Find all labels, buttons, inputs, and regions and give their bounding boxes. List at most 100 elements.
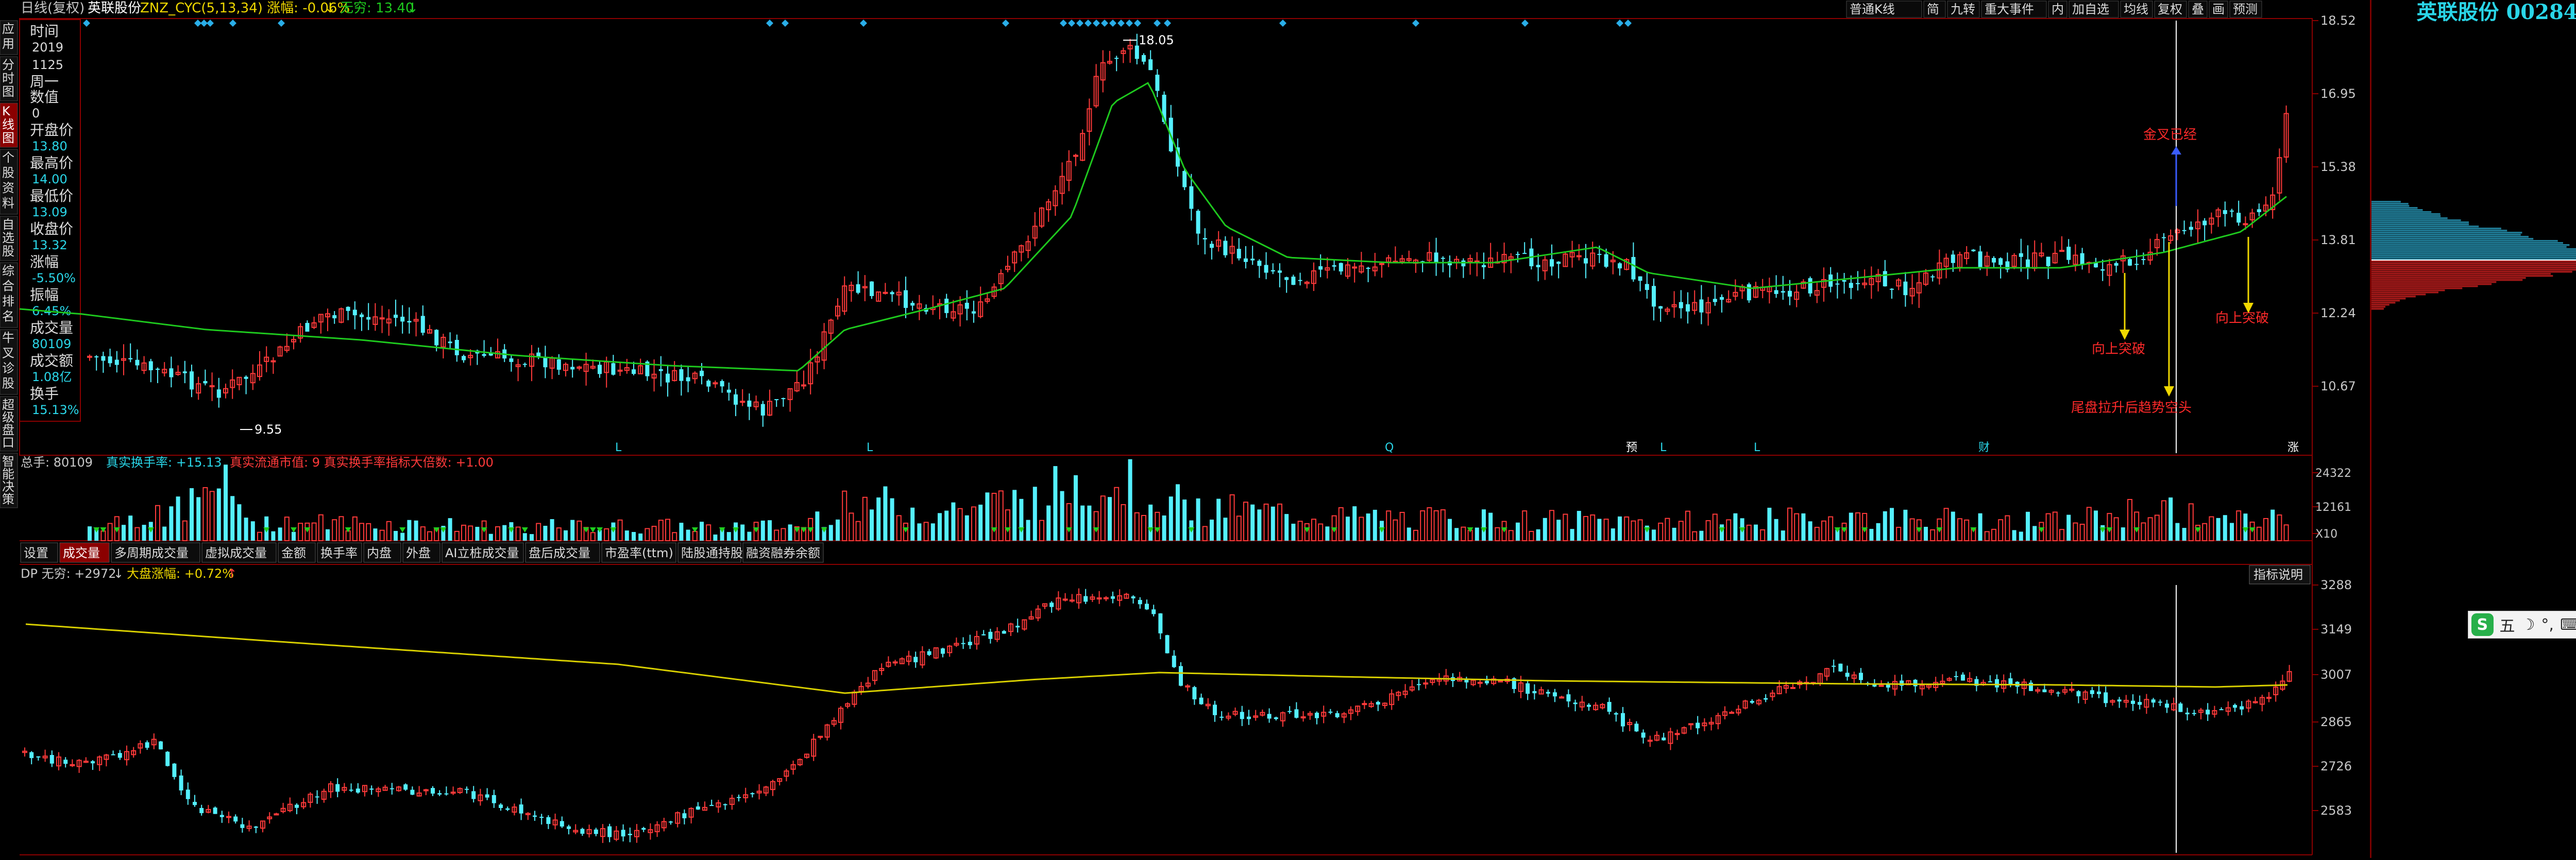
price-candle [2230, 210, 2234, 212]
indicator-tab-6[interactable] [363, 542, 401, 563]
price-candle [298, 326, 303, 339]
volume-bar [604, 528, 609, 542]
volume-signal-marker [147, 527, 154, 532]
volume-bar [1420, 510, 1426, 541]
volume-bar [2107, 513, 2112, 541]
indicator-tab-11[interactable] [677, 542, 741, 563]
price-candle [1100, 62, 1106, 81]
volume-bar [788, 524, 792, 541]
price-candle [2175, 229, 2180, 233]
price-candle [794, 382, 800, 391]
left-tab-2[interactable] [0, 102, 18, 148]
volume-bar [155, 505, 160, 542]
volume-bar [1406, 527, 1411, 541]
index-candle [1315, 712, 1319, 718]
index-candle [927, 651, 931, 655]
volume-signal-marker [2249, 527, 2256, 532]
left-tab-1[interactable] [0, 56, 18, 101]
left-tab-6[interactable] [0, 329, 18, 395]
event-marker: L [867, 441, 873, 454]
toolbar-button-2[interactable] [1947, 1, 1980, 18]
price-candle [1978, 251, 1982, 267]
ime-logo-icon[interactable]: S [2471, 613, 2494, 636]
left-tab-4[interactable] [0, 216, 18, 261]
index-candle [444, 793, 449, 795]
toolbar-button-7[interactable] [2154, 1, 2187, 18]
volume-signal-marker [2106, 527, 2113, 532]
left-tab-5[interactable] [0, 262, 18, 328]
ime-item-mode[interactable]: 五 [2499, 617, 2515, 635]
volume-bar [692, 531, 698, 542]
info-value: 80109 [32, 337, 71, 351]
index-candle [165, 751, 170, 766]
ime-item-punct[interactable]: °, [2541, 615, 2554, 634]
indicator-tab-7[interactable] [402, 542, 440, 563]
indicator-tab-9[interactable] [525, 542, 600, 563]
price-candle [951, 311, 956, 319]
toolbar-button-0[interactable] [1846, 1, 1922, 18]
left-tab-0[interactable] [0, 20, 18, 55]
volume-bar [1399, 512, 1405, 541]
price-candle [1114, 58, 1119, 59]
indicator-tab-10[interactable] [601, 542, 676, 563]
left-tab-char: 超 [2, 398, 14, 412]
index-candle [124, 751, 129, 761]
kline-chart-area[interactable]: 日线(复权) 英联股份 ZNZ_CYC(5,13,34) 涨幅: -0.06% … [0, 0, 2370, 858]
volume-bar [1699, 530, 1704, 541]
index-candle [1199, 697, 1204, 704]
toolbar-button-4[interactable] [2048, 1, 2067, 18]
indicator-tab-1[interactable] [59, 542, 110, 563]
index-candle [1477, 681, 1483, 684]
index-candle [233, 816, 238, 822]
index-candle [117, 753, 122, 758]
indicator-tab-3[interactable] [201, 542, 277, 563]
indicator-help-button[interactable] [2249, 565, 2311, 584]
toolbar-button-3[interactable] [1981, 1, 2047, 18]
ime-item-moon-icon[interactable]: ☽ [2521, 615, 2535, 634]
index-candle [838, 708, 843, 723]
left-tab-8[interactable] [0, 453, 18, 508]
toolbar-button-9[interactable] [2209, 1, 2228, 18]
price-candle [427, 329, 432, 334]
price-candle [1257, 261, 1262, 266]
toolbar-button-6[interactable] [2120, 1, 2153, 18]
chip-bar [2371, 289, 2445, 291]
volume-tick: 12161 [2315, 501, 2351, 514]
price-candle [2168, 235, 2174, 241]
volume-bar [1121, 504, 1126, 541]
toolbar-button-5[interactable] [2069, 1, 2119, 18]
index-candle [1179, 666, 1183, 686]
price-candle [1046, 201, 1052, 211]
volume-bar [930, 523, 935, 541]
index-candle [968, 642, 972, 645]
volume-bar [2026, 511, 2030, 541]
toolbar-button-10[interactable] [2229, 1, 2262, 18]
volume-bar [1726, 519, 1732, 542]
toolbar-button-8[interactable] [2188, 1, 2208, 18]
price-candle [1059, 176, 1065, 194]
indicator-tab-12[interactable] [742, 542, 824, 563]
volume-bar [794, 526, 800, 541]
toolbar-button-1[interactable] [1923, 1, 1946, 18]
indicator-tab-5[interactable] [317, 542, 362, 563]
volume-bar [1678, 521, 1684, 541]
period-mode[interactable]: 日线(复权) [21, 1, 84, 16]
price-candle [2283, 113, 2289, 158]
price-candle [209, 385, 215, 387]
price-candle [1032, 226, 1038, 239]
price-candle [1814, 290, 1820, 296]
indicator-tab-2[interactable] [111, 542, 200, 563]
indicator-tab-8[interactable] [442, 542, 524, 563]
price-candle [94, 356, 99, 357]
ime-item-keyboard-icon[interactable]: ⌨ [2560, 615, 2576, 634]
ime-toolbar[interactable]: S 五 ☽ °, ⌨ 👕 🔧 [2468, 611, 2576, 639]
index-candle [76, 760, 82, 767]
volume-bar [1876, 523, 1880, 541]
left-tab-7[interactable] [0, 396, 18, 452]
price-candle [1202, 238, 1207, 239]
indicator-tab-0[interactable] [20, 542, 58, 563]
indicator-tab-4[interactable] [278, 542, 316, 563]
index-candle [1328, 711, 1333, 713]
index-ma-line [25, 623, 2288, 694]
left-tab-3[interactable] [0, 149, 18, 215]
